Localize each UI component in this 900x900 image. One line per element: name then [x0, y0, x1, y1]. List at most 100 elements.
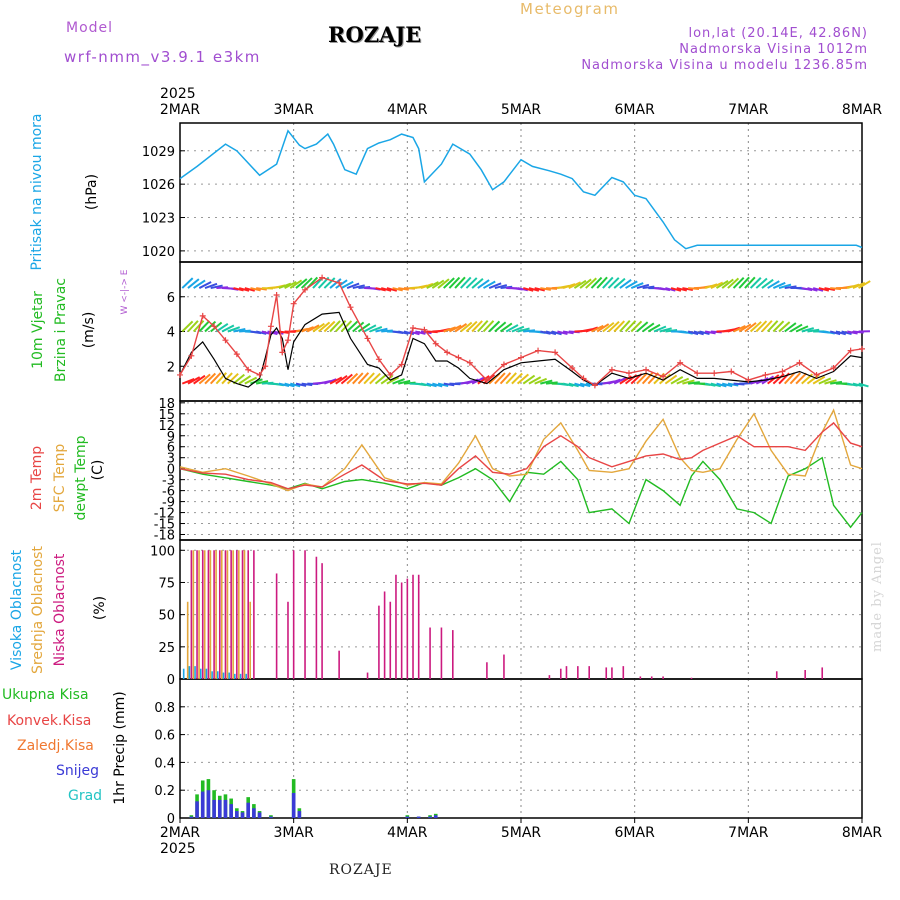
wind-barb [255, 330, 267, 335]
wind-barb [357, 322, 371, 333]
wind-barb [363, 372, 375, 385]
wind-barb [517, 287, 529, 292]
wind-barb [613, 277, 626, 289]
wind-speed-marker [762, 371, 769, 378]
wind-barb [335, 279, 348, 289]
wind-barb [557, 330, 568, 335]
y-tick-label: 0.8 [154, 701, 175, 716]
wind-speed-marker [608, 366, 615, 373]
precip-snow-bar [229, 804, 233, 818]
wind-barb [431, 279, 445, 289]
y-tick-label: 3 [167, 452, 175, 467]
wind-barb [181, 320, 194, 333]
wind-barb [738, 323, 752, 333]
wind-speed-marker [728, 368, 735, 375]
panel-cloud: 0 25 50 75 100 [150, 539, 863, 688]
bottom-date-label: 7MAR [728, 825, 769, 841]
wind-barb [682, 287, 694, 291]
wind-barb [858, 382, 869, 388]
wind-barb [591, 324, 604, 333]
wind-barb [534, 377, 547, 385]
wind-barb [209, 372, 222, 385]
wind-barb [375, 327, 388, 333]
wind-barb [471, 320, 483, 333]
wind-compass-label: W <-|-> E [120, 269, 130, 314]
wind-barb [767, 280, 780, 289]
wind-barb [386, 376, 400, 385]
precip-snow-bar [433, 815, 438, 818]
wind-barb [278, 382, 290, 387]
wind-barb [250, 287, 261, 292]
wind-barb [540, 379, 553, 385]
wind-barb [761, 320, 773, 333]
wind-barb [625, 280, 638, 289]
wind-speed-marker [552, 349, 559, 356]
y-tick-label: 4 [167, 326, 175, 341]
wind-barb [824, 379, 837, 385]
precip-legend-item: Snijeg [56, 763, 99, 779]
wind-speed-marker [580, 375, 587, 382]
wind-barb [363, 324, 377, 333]
wind-barb [659, 327, 672, 333]
wind-barb [215, 323, 229, 333]
wind-speed-marker [796, 359, 803, 366]
precip-snow-bar [200, 791, 205, 818]
precip-snow-bar [416, 816, 421, 818]
temp-unit-label: (C) [90, 460, 106, 481]
precip-snow-bar [217, 799, 222, 818]
wind-barb [352, 372, 364, 385]
wind-speed-marker [535, 347, 542, 354]
wind-barb [607, 320, 620, 333]
wind-barb [323, 320, 336, 333]
wind-barb [221, 324, 235, 333]
wind-barb [721, 382, 733, 388]
precip-snow-bar [291, 792, 296, 818]
wind-barb [398, 379, 411, 385]
bottom-date-label: 6MAR [615, 825, 656, 841]
wind-speed-marker [455, 354, 462, 361]
wind-barb [783, 372, 796, 385]
wind-barb [448, 324, 462, 333]
wind-barb [795, 325, 809, 333]
wind-barb [204, 372, 217, 385]
wind-barb [590, 276, 603, 289]
wind-barb [443, 382, 455, 387]
wind-barb [460, 321, 473, 333]
wind-barb [238, 375, 252, 385]
wind-speed-marker [660, 373, 667, 380]
wind-barb [483, 280, 496, 289]
wind-unit-label: (m/s) [81, 312, 97, 349]
wind-speed-marker [364, 335, 371, 342]
wind-barb [301, 382, 313, 387]
wind-barb [329, 376, 343, 385]
y-tick-label: 2 [167, 360, 175, 375]
wind-speed-marker [591, 382, 598, 389]
top-date-label: 4MAR [387, 102, 428, 118]
station-title: ROZAJE [328, 22, 422, 47]
wind-barb [579, 382, 591, 388]
panel-frame [179, 122, 863, 263]
wind-barb [721, 278, 734, 289]
panel-frame [179, 539, 863, 680]
wind-barb [540, 287, 551, 291]
wind-barb [585, 277, 597, 289]
wind-barb [398, 330, 409, 335]
precip-snow-bar [212, 799, 216, 818]
wind-barb [244, 287, 255, 292]
mid-cloud-axis-title: Srednja Oblacnost [30, 546, 46, 674]
wind-barb [812, 287, 824, 292]
precip-snow-bar [297, 811, 302, 818]
wind-barb [693, 330, 704, 336]
wind-speed-marker [500, 361, 507, 368]
wind-speed-marker [830, 364, 837, 371]
wind-barb [607, 277, 620, 289]
wind-barb [494, 372, 506, 385]
y-tick-label: 0 [167, 463, 175, 478]
wind-barb [636, 321, 649, 333]
panel-frame [179, 678, 863, 819]
wind-barb-row [181, 372, 869, 388]
wind-barb [335, 375, 348, 385]
wind-speed-marker [859, 345, 865, 352]
temp2m-line [179, 421, 863, 490]
altitude-label: Nadmorska Visina 1012m [679, 42, 868, 57]
